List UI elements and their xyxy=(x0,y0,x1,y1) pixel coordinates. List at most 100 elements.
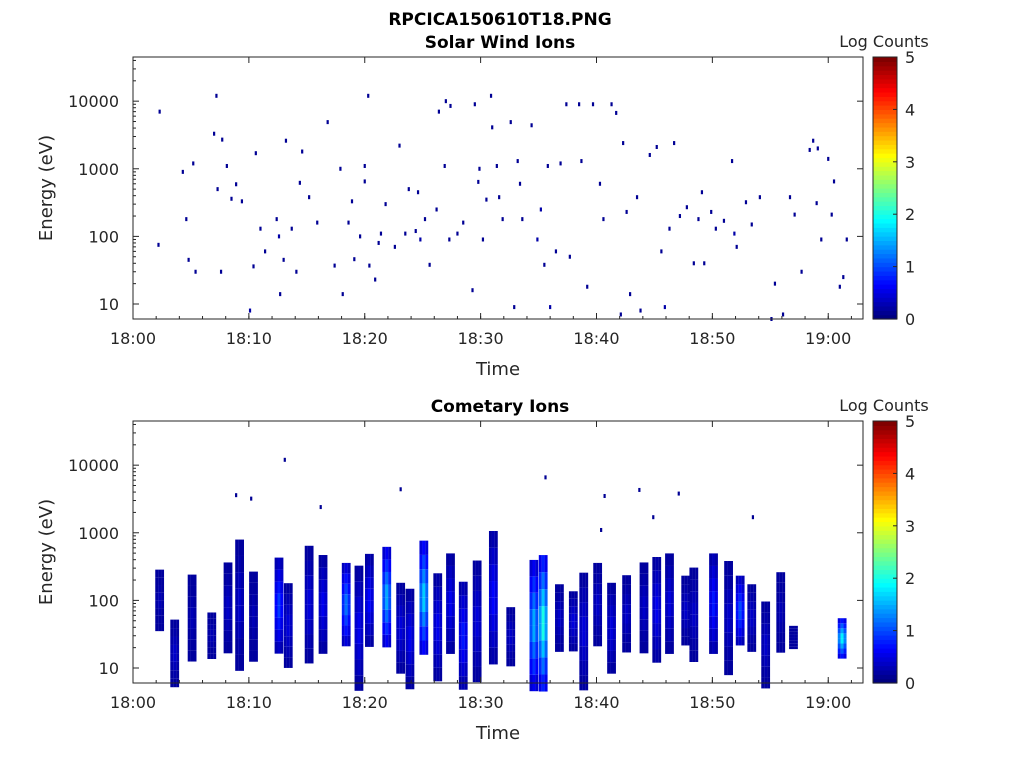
cometary-cell xyxy=(712,616,716,629)
cometary-cell xyxy=(593,635,597,647)
cometary-xtick-label: 18:00 xyxy=(110,693,156,712)
cometary-cell xyxy=(425,611,429,627)
cometary-cell xyxy=(357,596,361,613)
cometary-cell xyxy=(791,640,795,644)
cometary-cell xyxy=(692,567,696,580)
cometary-cell xyxy=(582,616,586,632)
cometary-colorbar-segment xyxy=(873,469,897,474)
cometary-cell xyxy=(599,604,603,616)
cometary-colorbar-segment xyxy=(873,674,897,680)
cometary-cell xyxy=(307,634,311,649)
cometary-cell xyxy=(625,594,629,605)
cometary-cell xyxy=(385,597,389,610)
cometary-cell xyxy=(385,609,389,623)
cometary-cell xyxy=(310,648,314,664)
cometary-cell xyxy=(582,646,586,661)
cometary-cell xyxy=(158,592,162,601)
cometary-cell xyxy=(491,530,495,548)
cometary-cell xyxy=(837,638,841,644)
cometary-cell xyxy=(370,612,374,624)
cometary-cell xyxy=(235,539,239,556)
cometary-cell xyxy=(207,641,211,648)
cometary-cell xyxy=(622,604,626,614)
cometary-cell xyxy=(193,607,197,619)
solar-wind-colorbar-segment xyxy=(873,174,897,180)
solar-wind-cell xyxy=(610,102,613,107)
cometary-cell xyxy=(382,622,386,635)
cometary-cell xyxy=(170,644,174,654)
cometary-cell xyxy=(794,631,798,635)
cometary-cell xyxy=(791,631,795,635)
cometary-cell xyxy=(665,603,669,617)
cometary-cell xyxy=(750,634,754,644)
cometary-colorbar-segment xyxy=(873,442,897,448)
cometary-cell xyxy=(840,633,844,639)
cometary-cell xyxy=(155,615,159,624)
cometary-cell xyxy=(779,592,783,603)
cometary-cell xyxy=(286,614,290,626)
solar-wind-cell xyxy=(578,102,581,107)
cometary-cell xyxy=(642,619,646,631)
cometary-cell xyxy=(238,572,242,589)
solar-wind-cell xyxy=(521,217,524,222)
cometary-cell xyxy=(161,615,165,624)
cometary-colorbar-segment xyxy=(873,621,897,627)
cometary-cell xyxy=(747,618,751,627)
cometary-cell xyxy=(385,584,389,598)
cometary-burst xyxy=(364,553,374,647)
cometary-cell xyxy=(695,591,699,603)
cometary-cell xyxy=(173,644,177,654)
cometary-cell xyxy=(321,567,325,580)
cometary-cell xyxy=(433,613,437,628)
cometary-cell xyxy=(714,641,718,654)
solar-wind-colorbar-segment xyxy=(873,122,897,128)
solar-wind-cell xyxy=(449,103,452,108)
cometary-xtick-label: 18:40 xyxy=(573,693,619,712)
cometary-cell xyxy=(385,634,389,648)
cometary-cell xyxy=(402,628,406,640)
cometary-cell xyxy=(714,578,718,592)
cometary-cell xyxy=(607,616,611,629)
solar-wind-cell xyxy=(404,231,407,236)
cometary-cell xyxy=(709,578,713,592)
solar-wind-colorbar-segment xyxy=(873,288,897,294)
cometary-cell xyxy=(574,606,578,614)
cometary-cell xyxy=(658,636,662,650)
cometary-colorbar-segment xyxy=(873,521,897,527)
cometary-cell xyxy=(223,596,227,608)
cometary-cell xyxy=(158,623,162,632)
cometary-cell xyxy=(411,626,415,640)
cometary-colorbar-segment xyxy=(873,517,897,523)
cometary-cell xyxy=(776,642,780,653)
cometary-cell xyxy=(341,625,345,636)
cometary-cell xyxy=(241,621,244,639)
cometary-cell xyxy=(176,644,180,654)
cometary-cell xyxy=(347,635,351,647)
solar-wind-colorbar-segment xyxy=(873,209,897,215)
cometary-cell xyxy=(776,582,780,593)
cometary-cell xyxy=(213,618,217,625)
solar-wind-cell xyxy=(213,131,216,136)
cometary-cell xyxy=(667,616,671,629)
cometary-cell xyxy=(210,653,214,660)
cometary-cell xyxy=(509,614,513,622)
cometary-burst xyxy=(724,560,733,676)
solar-wind-cell xyxy=(565,102,568,107)
cometary-cell xyxy=(655,583,659,597)
cometary-colorbar-tick-label: 1 xyxy=(905,622,915,641)
cometary-cell xyxy=(645,630,649,642)
cometary-axes-box xyxy=(132,420,864,684)
cometary-cell xyxy=(574,598,578,607)
cometary-cell xyxy=(446,628,450,642)
cometary-cell xyxy=(840,653,844,659)
cometary-cell xyxy=(399,487,402,492)
cometary-cell xyxy=(277,641,281,654)
cometary-cell xyxy=(252,571,256,583)
cometary-cell xyxy=(451,591,455,604)
cometary-cell xyxy=(494,647,498,665)
cometary-cell xyxy=(190,596,194,608)
cometary-burst xyxy=(568,591,578,652)
cometary-cell xyxy=(568,628,572,637)
solar-wind-cell xyxy=(419,237,422,242)
cometary-cell xyxy=(837,653,841,659)
